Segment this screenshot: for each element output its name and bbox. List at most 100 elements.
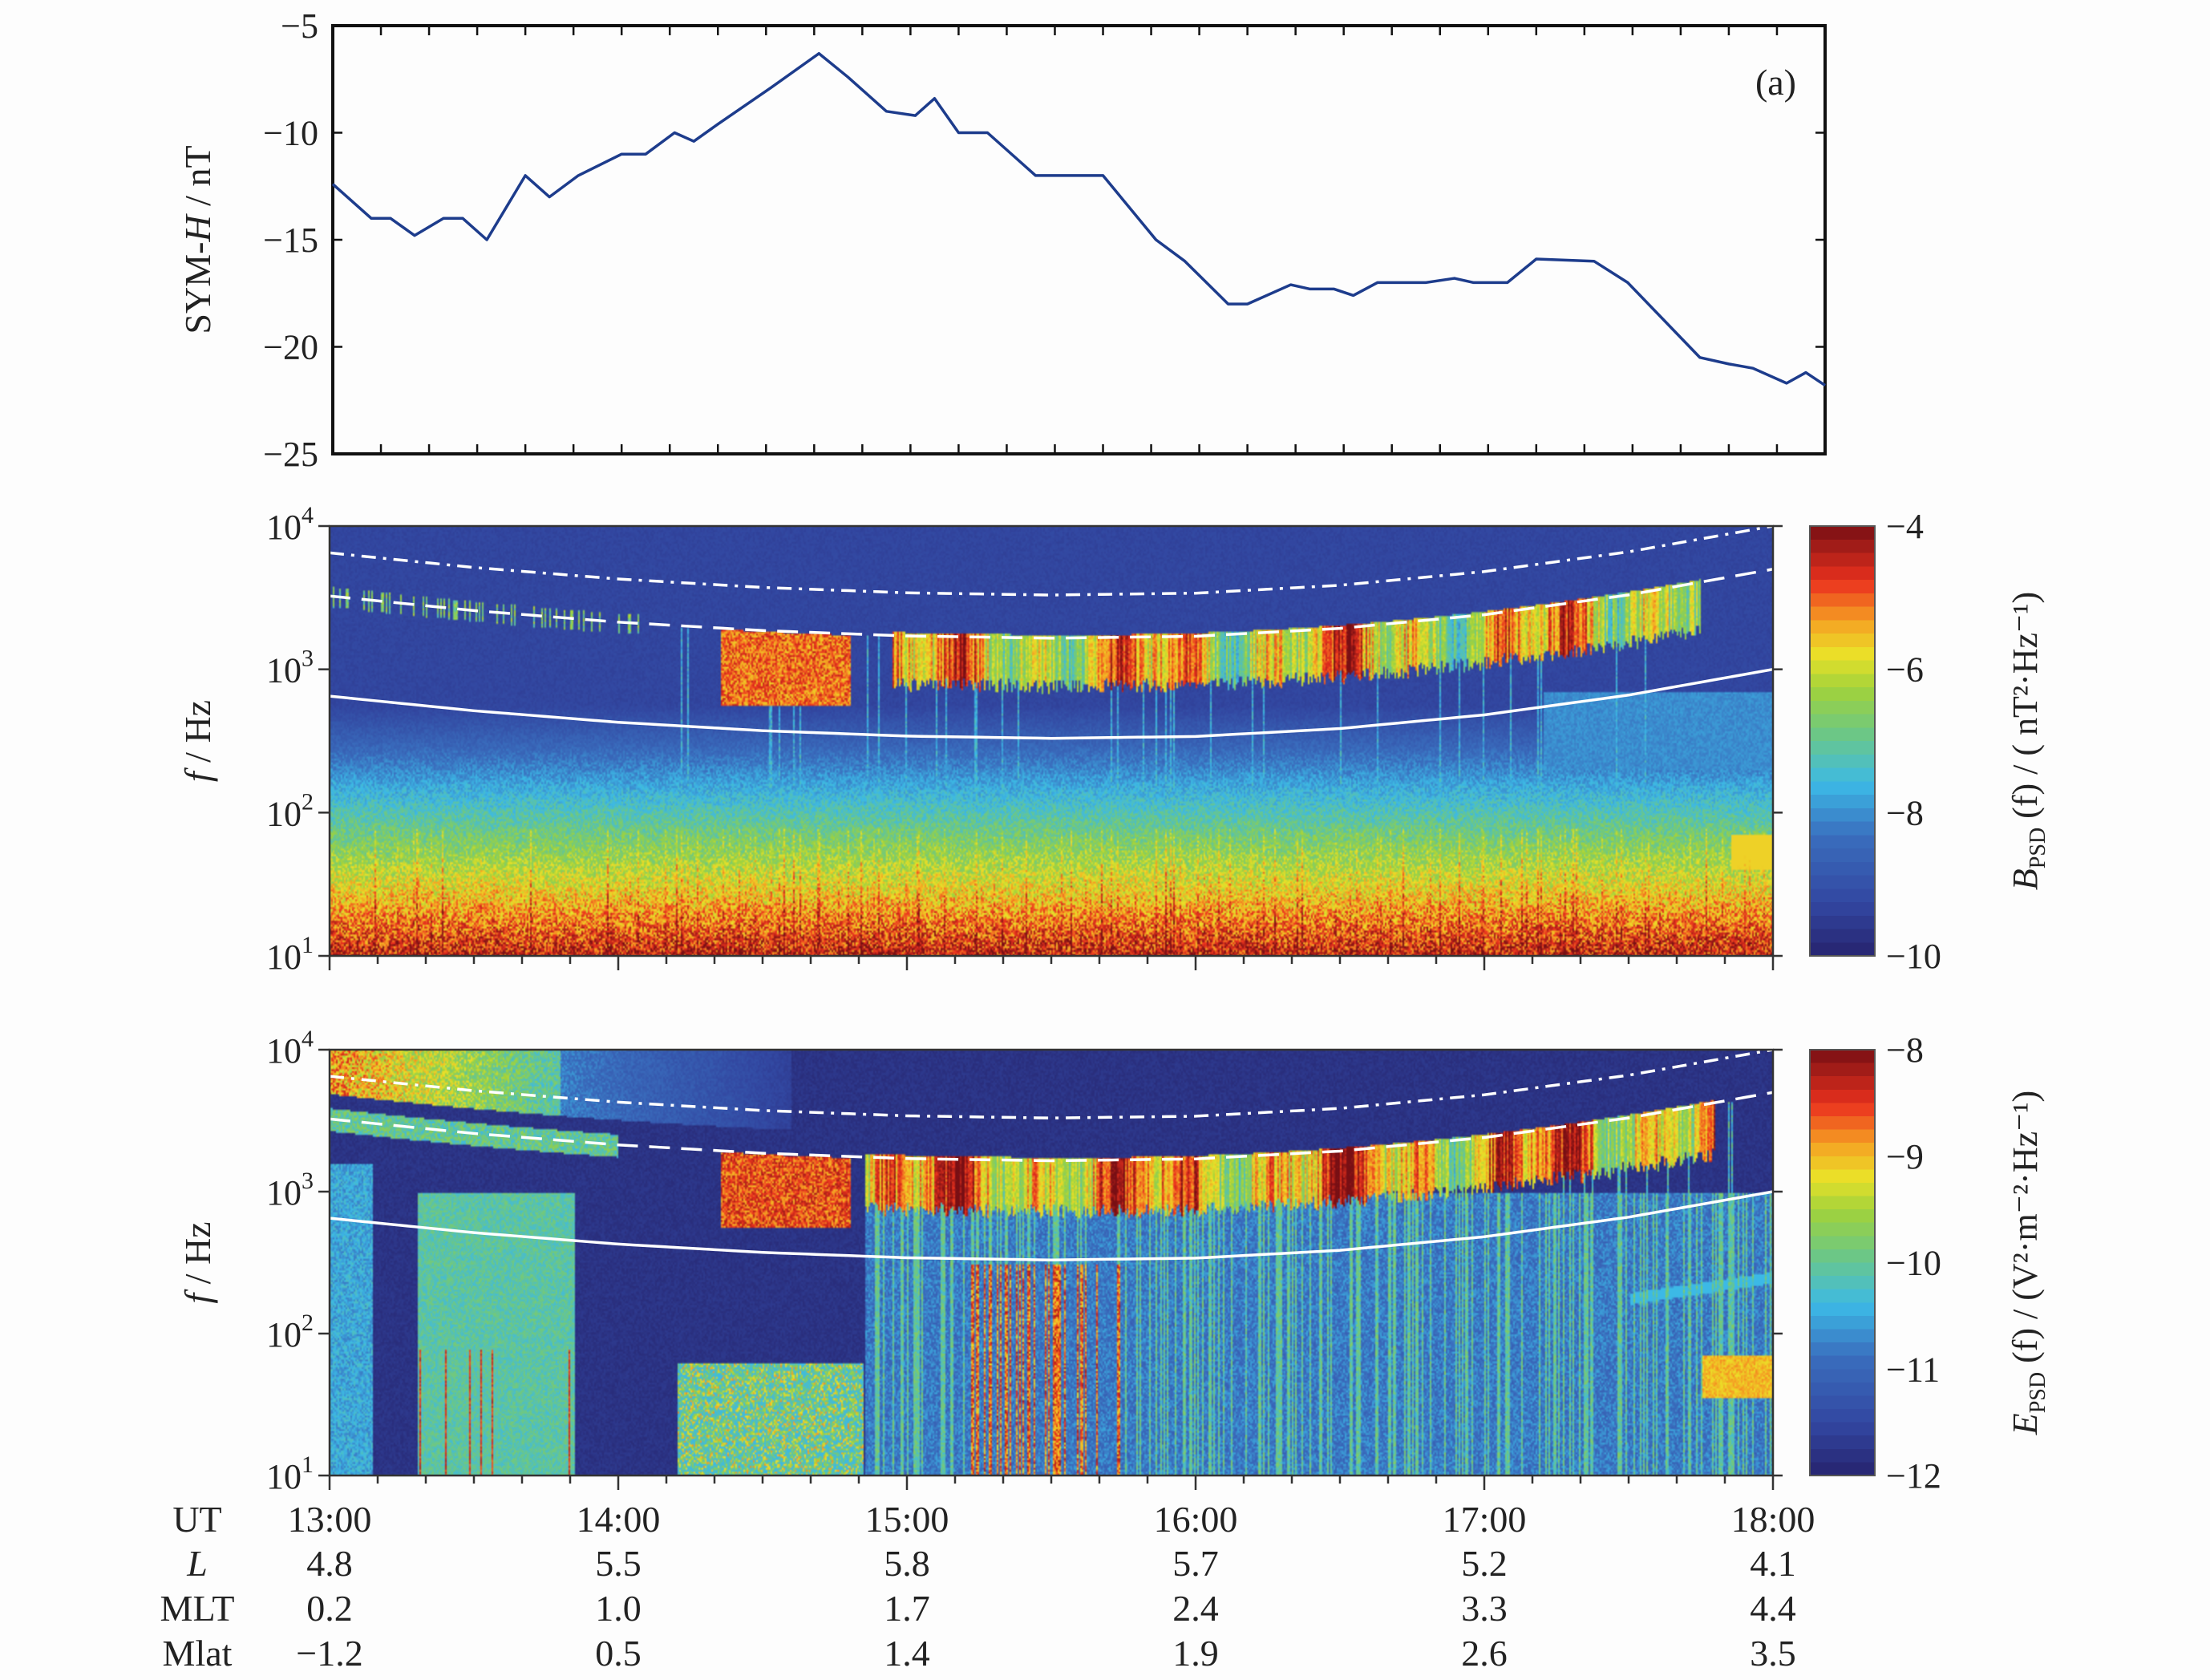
- y-tick-exponent: 3: [302, 1168, 314, 1194]
- y-axis-label: f / Hz: [177, 1221, 218, 1303]
- overlay-line-dash-dot: [329, 524, 1774, 597]
- y-tick-label: −20: [263, 328, 318, 367]
- y-tick-label: 101: [266, 1451, 314, 1496]
- row-label: Mlat: [163, 1633, 233, 1674]
- colorbar-label-sub: PSD: [2026, 828, 2050, 868]
- colorbar-label-sub: PSD: [2026, 1372, 2050, 1413]
- electric-spectrogram-heatmap: [330, 1050, 1773, 1476]
- colorbar-tick-label: −8: [1886, 1030, 1924, 1070]
- row-value: 1.4: [884, 1633, 930, 1674]
- y-tick-base: 10: [266, 1457, 302, 1496]
- electric-colorbar: [1810, 1050, 1875, 1476]
- y-label-unit: / nT: [177, 145, 218, 215]
- y-tick-exponent: 1: [302, 1451, 314, 1478]
- y-tick-exponent: 2: [302, 788, 314, 815]
- row-value: 3.5: [1750, 1633, 1796, 1674]
- y-tick-base: 10: [266, 937, 302, 977]
- colorbar-label-unit: (f) / (V²·m⁻²·Hz⁻¹): [2006, 1091, 2045, 1372]
- row-value: 1.0: [595, 1588, 642, 1629]
- y-tick-label: −5: [281, 6, 318, 46]
- y-tick-base: 10: [266, 651, 302, 690]
- colorbar-label-var: E: [2006, 1413, 2045, 1435]
- row-value: 3.3: [1461, 1588, 1508, 1629]
- y-tick-label: 103: [266, 646, 314, 690]
- panel-c-frame: [328, 1048, 1775, 1477]
- row-value: 4.4: [1750, 1588, 1796, 1629]
- row-value: 4.8: [306, 1543, 353, 1584]
- colorbar-tick-label: −4: [1886, 507, 1924, 546]
- row-value: 16:00: [1154, 1499, 1238, 1540]
- row-value: 4.1: [1750, 1543, 1796, 1584]
- row-value: 0.2: [306, 1588, 353, 1629]
- row-value: 15:00: [865, 1499, 949, 1540]
- y-tick-exponent: 3: [302, 646, 314, 672]
- colorbar-label: BPSD (f) / ( nT²·Hz⁻¹): [2006, 592, 2050, 890]
- row-value: 13:00: [288, 1499, 372, 1540]
- colorbar-tick-label: −10: [1886, 1244, 1941, 1283]
- row-label: MLT: [160, 1588, 235, 1629]
- row-value: 5.2: [1461, 1543, 1508, 1584]
- y-tick-base: 10: [266, 1315, 302, 1354]
- y-label-unit: / Hz: [177, 1221, 218, 1293]
- row-value: 5.8: [884, 1543, 930, 1584]
- y-tick-exponent: 4: [302, 502, 314, 528]
- colorbar-frame: [1809, 525, 1876, 957]
- y-tick-label: −10: [263, 114, 318, 153]
- y-tick-exponent: 2: [302, 1310, 314, 1336]
- y-tick-label: 104: [266, 502, 314, 547]
- y-tick-base: 10: [266, 794, 302, 833]
- row-value: 5.7: [1172, 1543, 1219, 1584]
- overlay-line-dashed: [329, 568, 1774, 640]
- y-tick-base: 10: [266, 1173, 302, 1212]
- y-tick-label: 104: [266, 1026, 314, 1071]
- y-tick-label: −25: [263, 435, 318, 474]
- y-tick-exponent: 1: [302, 932, 314, 958]
- y-tick-label: −15: [263, 221, 318, 260]
- row-label: UT: [172, 1499, 221, 1540]
- row-value: 2.4: [1172, 1588, 1219, 1629]
- y-tick-exponent: 4: [302, 1026, 314, 1052]
- colorbar-tick-label: −10: [1886, 937, 1941, 976]
- row-value: 1.9: [1172, 1633, 1219, 1674]
- panel-b-frame: [328, 524, 1775, 957]
- y-tick-base: 10: [266, 1031, 302, 1071]
- magnetic-colorbar: [1810, 526, 1875, 956]
- row-value: −1.2: [296, 1633, 362, 1674]
- y-tick-label: 102: [266, 788, 314, 833]
- row-value: 18:00: [1731, 1499, 1815, 1540]
- colorbar-label: EPSD (f) / (V²·m⁻²·Hz⁻¹): [2006, 1091, 2050, 1435]
- y-tick-base: 10: [266, 508, 302, 547]
- overlay-line-dashed: [329, 1091, 1774, 1163]
- overlay-line-solid: [329, 1190, 1774, 1261]
- y-tick-label: 101: [266, 932, 314, 977]
- row-value: 5.5: [595, 1543, 642, 1584]
- magnetic-spectrogram-heatmap: [330, 526, 1773, 956]
- y-tick-label: 102: [266, 1310, 314, 1354]
- row-value: 2.6: [1461, 1633, 1508, 1674]
- panel-label: (a): [1755, 62, 1796, 103]
- colorbar-frame: [1809, 1049, 1876, 1476]
- row-value: 17:00: [1443, 1499, 1527, 1540]
- y-label-var: H: [177, 213, 218, 243]
- colorbar-label-unit: (f) / ( nT²·Hz⁻¹): [2006, 592, 2045, 828]
- overlay-line-dash-dot: [329, 1048, 1774, 1119]
- y-axis-label: f / Hz: [177, 700, 218, 782]
- row-value: 14:00: [577, 1499, 661, 1540]
- colorbar-tick-label: −11: [1886, 1350, 1940, 1389]
- colorbar-tick-label: −12: [1886, 1456, 1941, 1496]
- panel-a-frame: [331, 24, 1827, 455]
- colorbar-label-var: B: [2006, 868, 2045, 890]
- colorbar-tick-label: −9: [1886, 1137, 1924, 1176]
- row-value: 1.7: [884, 1588, 930, 1629]
- y-label-prefix: SYM-: [177, 242, 218, 334]
- overlay-line-solid: [329, 667, 1774, 740]
- y-tick-label: 103: [266, 1168, 314, 1212]
- colorbar-tick-label: −8: [1886, 793, 1924, 832]
- y-axis-label: SYM-H / nT: [177, 145, 218, 334]
- y-label-unit: / Hz: [177, 700, 218, 771]
- row-value: 0.5: [595, 1633, 642, 1674]
- row-label: L: [186, 1543, 208, 1584]
- sym-h-series-line: [331, 51, 1826, 387]
